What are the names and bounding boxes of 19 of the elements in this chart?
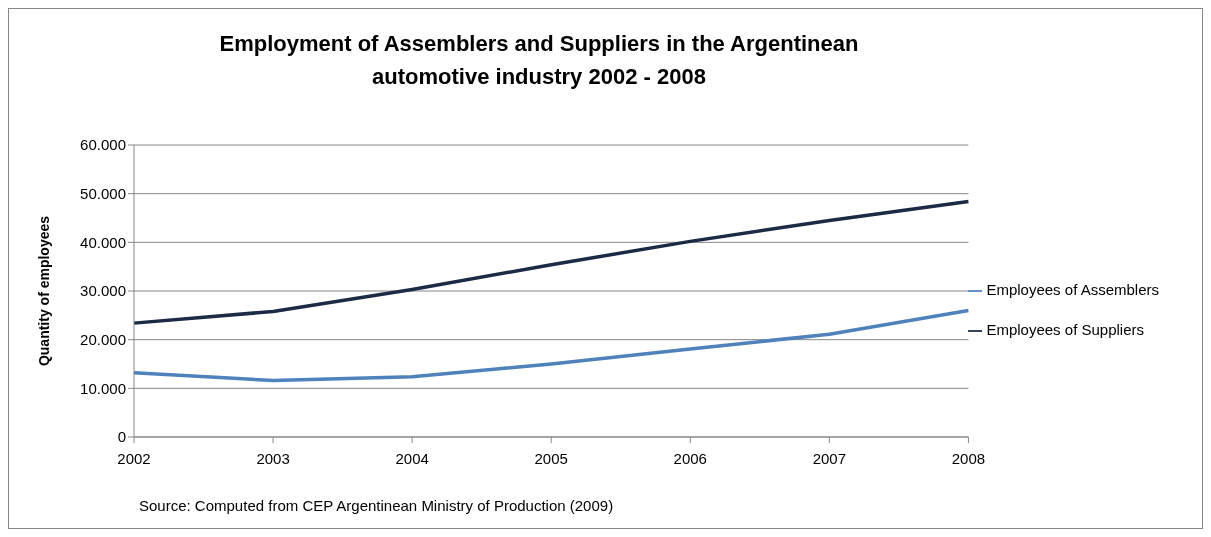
x-tick-label: 2003 <box>256 449 290 467</box>
x-tick-label: 2008 <box>951 449 986 467</box>
chart-title: Employment of Assemblers and Suppliers in the Argentinean automotive industry 2002 - 2008 <box>218 30 860 91</box>
y-tick-label: 10.000 <box>80 379 126 397</box>
x-tick-label: 2004 <box>395 449 429 467</box>
x-tick-label: 2002 <box>117 449 151 467</box>
y-tick-label: 60.000 <box>80 136 126 154</box>
y-tick-label: 50.000 <box>80 184 126 202</box>
x-tick-label: 2006 <box>673 449 707 467</box>
source-note: Source: Computed from CEP Argentinean Ministry of Production (2009) <box>139 497 614 514</box>
x-tick-label: 2005 <box>534 449 568 467</box>
y-tick-label: 40.000 <box>80 233 126 251</box>
x-tick-label: 2007 <box>812 449 847 467</box>
legend-label: Employees of Suppliers <box>986 320 1145 338</box>
y-tick-label: 20.000 <box>80 330 126 348</box>
y-tick-label: 0 <box>117 428 126 446</box>
y-tick-label: 30.000 <box>80 282 126 300</box>
legend-label: Employees of Assemblers <box>986 280 1159 298</box>
y-axis-title: Quantity of employees <box>35 215 52 367</box>
